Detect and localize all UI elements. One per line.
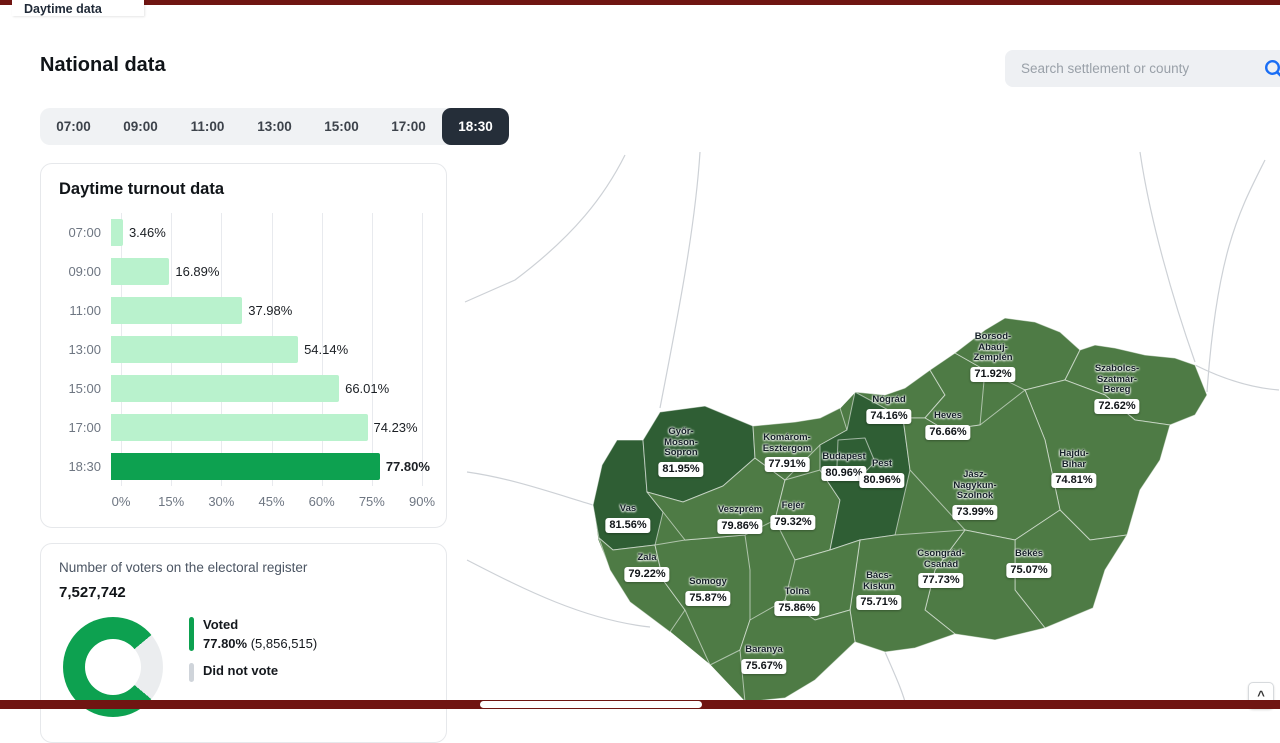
neighbor-border-line — [1139, 151, 1196, 363]
electoral-register-card: Number of voters on the electoral regist… — [40, 543, 447, 743]
time-selector: 07:00 09:00 11:00 13:00 15:00 17:00 18:30 — [40, 108, 509, 145]
voted-count: (5,856,515) — [250, 636, 318, 651]
chart-x-tick: 15% — [158, 494, 185, 509]
chart-bar-value: 66.01% — [345, 381, 390, 396]
did-not-vote-label: Did not vote — [203, 663, 279, 678]
chart-bar-value: 16.89% — [175, 264, 220, 279]
chart-bar-value: 77.80% — [385, 459, 430, 474]
horizontal-scrollbar-thumb[interactable] — [480, 701, 702, 708]
search-input[interactable] — [1019, 60, 1257, 77]
chart-y-label: 09:00 — [68, 264, 101, 279]
chart-bar — [111, 258, 170, 285]
chart-bar — [111, 453, 380, 480]
chart-gridline — [422, 213, 423, 486]
time-button-09-00[interactable]: 09:00 — [107, 108, 174, 145]
chart-x-tick: 0% — [111, 494, 131, 509]
chart-bar-value: 74.23% — [373, 420, 418, 435]
time-button-13-00[interactable]: 13:00 — [241, 108, 308, 145]
chart-y-label: 17:00 — [68, 420, 101, 435]
neighbor-border-line — [464, 154, 626, 303]
chart-bar — [111, 219, 123, 246]
chart-y-label: 15:00 — [68, 381, 101, 396]
county-shape-baranya[interactable] — [739, 599, 856, 703]
turnout-chart-title: Daytime turnout data — [59, 180, 225, 198]
chart-row: 15:00 66.01% — [59, 369, 428, 408]
chart-bar — [111, 414, 368, 441]
chart-y-label: 07:00 — [68, 225, 101, 240]
chart-bar-track: 74.23% — [111, 414, 422, 441]
voted-pct: 77.80% — [203, 636, 248, 651]
voted-swatch — [189, 617, 194, 651]
chart-bar-track: 66.01% — [111, 375, 422, 402]
chart-bar-track: 3.46% — [111, 219, 422, 246]
chart-x-tick: 75% — [358, 494, 385, 509]
neighbor-border-line — [659, 151, 701, 409]
chart-y-label: 18:30 — [68, 459, 101, 474]
chart-x-tick: 30% — [208, 494, 235, 509]
neighbor-border-line — [466, 471, 594, 506]
search-icon[interactable] — [1263, 58, 1280, 80]
turnout-chart-ticks: 0% 15% 30% 45% 60% 75% 90% — [112, 494, 435, 512]
daytime-turnout-card: Daytime turnout data 07:00 3.46% 09:00 16.8… — [40, 163, 447, 528]
register-total: 7,527,742 — [59, 584, 126, 601]
neighbor-border-line — [1206, 159, 1266, 393]
hungary-map-svg — [464, 151, 1280, 709]
chart-gridline — [371, 213, 373, 486]
legend-item-voted: Voted 77.80% (5,856,515) — [189, 617, 317, 651]
hungary-map: Győr- Moson- Sopron 81.95% Komárom- Esztergom… — [455, 140, 1280, 709]
chart-bar-track: 37.98% — [111, 297, 422, 324]
register-legend: Voted 77.80% (5,856,515) Did not vote — [189, 617, 317, 717]
chart-bar — [111, 297, 243, 324]
chart-bar-value: 37.98% — [248, 303, 293, 318]
chart-row: 07:00 3.46% — [59, 213, 428, 252]
legend-item-did-not-vote: Did not vote — [189, 663, 317, 682]
neighbor-border-line — [1194, 364, 1280, 391]
chart-bar — [111, 336, 299, 363]
chart-x-tick: 90% — [408, 494, 436, 509]
chart-row: 18:30 77.80% — [59, 447, 430, 486]
page-title: National data — [40, 54, 166, 76]
chart-bar-value: 54.14% — [304, 342, 349, 357]
tab-daytime-data[interactable]: Daytime data — [12, 0, 144, 16]
chart-row: 13:00 54.14% — [59, 330, 428, 369]
chevron-up-icon: ^ — [1257, 688, 1265, 703]
register-label: Number of voters on the electoral regist… — [59, 560, 308, 575]
turnout-chart-rows: 07:00 3.46% 09:00 16.89% 11:00 37.98% 13:00 54.… — [59, 213, 430, 486]
chart-bar-track: 77.80% — [111, 453, 430, 480]
time-button-18-30[interactable]: 18:30 — [442, 108, 509, 145]
chart-bar-value: 3.46% — [128, 225, 166, 240]
chart-row: 09:00 16.89% — [59, 252, 428, 291]
chart-row: 11:00 37.98% — [59, 291, 428, 330]
top-accent-bar — [0, 0, 1280, 5]
time-button-15-00[interactable]: 15:00 — [308, 108, 375, 145]
chart-gridline — [321, 213, 323, 486]
chart-bar-track: 54.14% — [111, 336, 422, 363]
chart-bar-track: 16.89% — [111, 258, 422, 285]
time-button-11-00[interactable]: 11:00 — [174, 108, 241, 145]
chart-row: 17:00 74.23% — [59, 408, 428, 447]
neighbor-border-line — [466, 559, 651, 628]
voted-value: 77.80% (5,856,515) — [203, 636, 317, 651]
voted-label: Voted — [203, 617, 239, 632]
time-button-07-00[interactable]: 07:00 — [40, 108, 107, 145]
chart-x-tick: 60% — [308, 494, 335, 509]
chart-bar — [111, 375, 340, 402]
chart-y-label: 11:00 — [69, 303, 101, 318]
search-box[interactable] — [1005, 50, 1280, 87]
time-button-17-00[interactable]: 17:00 — [375, 108, 442, 145]
chart-y-label: 13:00 — [68, 342, 101, 357]
chart-x-tick: 45% — [258, 494, 285, 509]
tab-daytime-data-label: Daytime data — [24, 2, 102, 16]
did-not-vote-swatch — [189, 663, 194, 682]
turnout-chart: 07:00 3.46% 09:00 16.89% 11:00 37.98% 13:00 54.… — [59, 213, 435, 513]
